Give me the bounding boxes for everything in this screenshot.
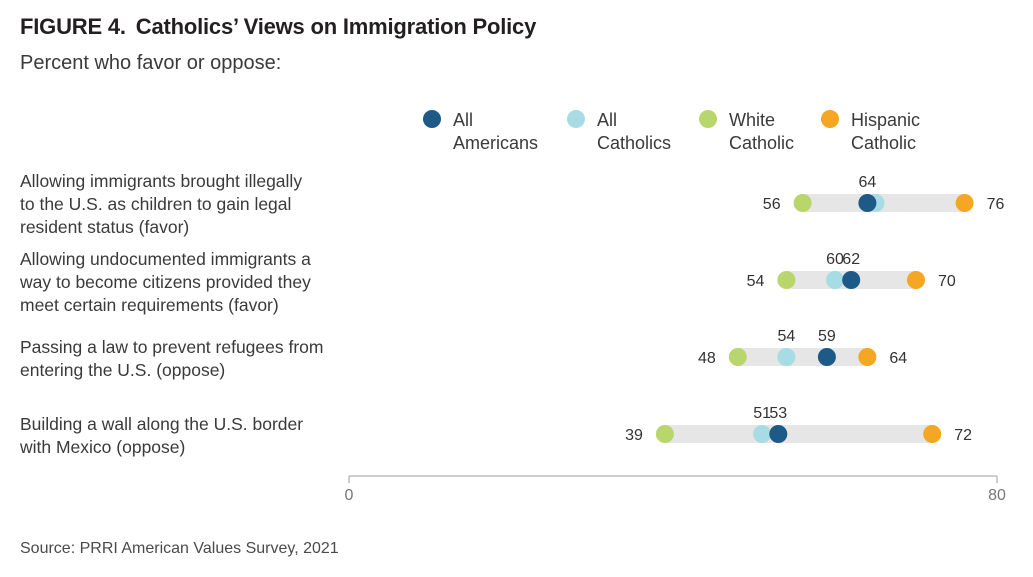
legend-label: White (729, 110, 775, 130)
data-label: 62 (842, 251, 860, 268)
title-text: Catholics’ Views on Immigration Policy (135, 14, 537, 39)
data-dot (858, 194, 877, 212)
category-label: resident status (favor) (20, 217, 189, 237)
data-label: 56 (763, 196, 781, 213)
category-label: Allowing undocumented immigrants a (20, 249, 311, 269)
legend-marker (567, 110, 585, 128)
category-label: with Mexico (oppose) (19, 437, 185, 457)
data-dot (793, 194, 812, 212)
range-bar (664, 425, 933, 443)
data-label: 76 (987, 196, 1005, 213)
data-dot (923, 425, 942, 443)
category-label: entering the U.S. (oppose) (20, 360, 225, 380)
legend-label: All (597, 110, 617, 130)
chart-title: FIGURE 4. Catholics’ Views on Immigration… (20, 14, 536, 40)
data-dot (777, 271, 796, 289)
data-dot (817, 348, 836, 366)
category-label: meet certain requirements (favor) (20, 295, 279, 315)
legend-marker (699, 110, 717, 128)
x-tick-label: 0 (345, 487, 354, 504)
data-dot (728, 348, 747, 366)
data-label: 54 (747, 273, 765, 290)
range-bar (737, 348, 868, 366)
legend-marker (821, 110, 839, 128)
data-dot (907, 271, 925, 289)
data-label: 48 (698, 350, 716, 367)
category-label: Building a wall along the U.S. border (20, 414, 303, 434)
data-label: 54 (778, 328, 796, 345)
data-dot (777, 348, 796, 366)
legend-label: Catholic (729, 133, 794, 153)
legend-label: Catholics (597, 133, 671, 153)
data-label: 39 (625, 427, 643, 444)
legend-label: All (453, 110, 473, 130)
data-dot (955, 194, 974, 212)
data-dot (842, 271, 861, 289)
data-dot (769, 425, 788, 443)
legend-label: Catholic (851, 133, 916, 153)
category-label: way to become citizens provided they (19, 272, 311, 292)
legend-marker (423, 110, 441, 128)
data-label: 70 (938, 273, 956, 290)
x-tick-label: 80 (988, 487, 1006, 504)
data-label: 72 (954, 427, 972, 444)
figure-label: FIGURE 4. (20, 14, 126, 39)
legend-label: Americans (453, 133, 538, 153)
data-label: 53 (769, 405, 787, 422)
data-dot (655, 425, 674, 443)
category-label: Passing a law to prevent refugees from (20, 337, 324, 357)
data-label: 59 (818, 328, 836, 345)
chart-subtitle: Percent who favor or oppose: (20, 52, 282, 74)
data-dot (753, 425, 772, 443)
data-label: 64 (859, 174, 877, 191)
category-label: Allowing immigrants brought illegally (20, 171, 302, 191)
legend-label: Hispanic (851, 110, 920, 130)
data-label: 60 (826, 251, 844, 268)
source-note: Source: PRRI American Values Survey, 202… (20, 540, 339, 557)
data-label: 51 (753, 405, 771, 422)
data-label: 64 (889, 350, 907, 367)
data-dot (858, 348, 877, 366)
data-dot (826, 271, 844, 289)
category-label: to the U.S. as children to gain legal (20, 194, 291, 214)
